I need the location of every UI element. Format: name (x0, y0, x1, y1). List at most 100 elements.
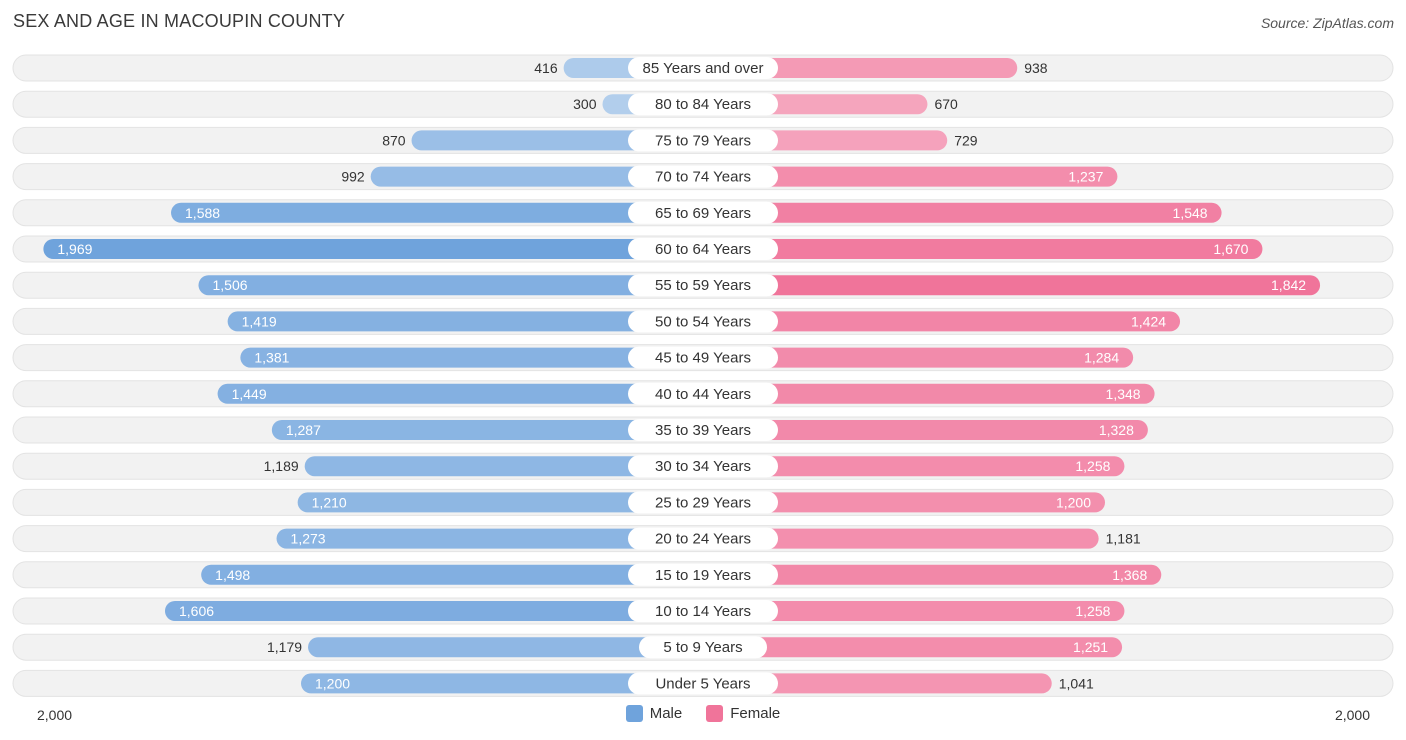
female-value-label: 729 (954, 132, 978, 148)
category-pill (628, 382, 778, 405)
category-label: 55 to 59 Years (655, 277, 751, 294)
female-value-label: 1,284 (1084, 350, 1119, 366)
female-bar (703, 528, 1099, 549)
female-value-label: 1,181 (1106, 531, 1141, 547)
category-label: 20 to 24 Years (655, 531, 751, 548)
female-value-label: 1,237 (1068, 169, 1103, 185)
male-value-label: 1,381 (254, 350, 289, 366)
category-pill (628, 563, 778, 586)
female-value-label: 1,258 (1075, 458, 1110, 474)
category-label: 50 to 54 Years (655, 313, 751, 330)
category-label: 75 to 79 Years (655, 132, 751, 149)
male-value-label: 1,606 (179, 603, 214, 619)
category-label: 70 to 74 Years (655, 169, 751, 186)
female-value-label: 1,424 (1131, 313, 1166, 329)
category-pill (628, 672, 778, 695)
category-label: 30 to 34 Years (655, 458, 751, 475)
category-pill (628, 346, 778, 369)
category-pill (628, 201, 778, 224)
category-pill (628, 274, 778, 297)
male-bar (276, 528, 703, 549)
female-value-label: 1,251 (1073, 639, 1108, 655)
male-value-label: 1,273 (291, 531, 326, 547)
source-label: Source: ZipAtlas.com (1260, 15, 1394, 31)
female-value-label: 670 (934, 96, 958, 112)
legend-item-female[interactable]: Female (706, 705, 780, 722)
male-bar (201, 564, 704, 585)
female-bar (703, 383, 1155, 404)
male-bar (198, 275, 704, 296)
female-bar (703, 275, 1321, 296)
female-bar (703, 202, 1222, 223)
female-bar (703, 601, 1125, 621)
male-value-label: 1,287 (286, 422, 321, 438)
female-bar (703, 347, 1134, 368)
male-value-label: 1,588 (185, 205, 220, 221)
category-label: 5 to 9 Years (663, 639, 742, 656)
category-pill (628, 419, 778, 441)
category-label: 80 to 84 Years (655, 96, 751, 113)
female-bar (703, 420, 1148, 440)
male-bar (301, 673, 703, 694)
category-pill (628, 527, 778, 550)
male-value-label: 300 (573, 96, 597, 112)
category-pill (628, 600, 778, 622)
male-value-label: 416 (534, 60, 558, 76)
category-label: 15 to 19 Years (655, 567, 751, 584)
male-bar (308, 637, 703, 658)
category-pill (628, 93, 778, 116)
female-bar (703, 673, 1052, 694)
female-bar (703, 564, 1162, 585)
category-label: 10 to 14 Years (655, 603, 751, 620)
legend-label-male: Male (649, 705, 683, 722)
male-bar (227, 311, 703, 332)
category-pill (628, 57, 778, 79)
male-value-label: 1,419 (242, 313, 277, 329)
female-value-label: 1,348 (1106, 386, 1141, 402)
legend-item-male[interactable]: Male (625, 705, 683, 722)
male-bar (297, 492, 703, 513)
male-value-label: 1,498 (215, 567, 250, 583)
axis-right-label: 2,000 (1334, 707, 1370, 723)
category-label: 65 to 69 Years (655, 205, 751, 222)
category-label: 35 to 39 Years (655, 422, 751, 439)
female-value-label: 1,368 (1112, 567, 1147, 583)
female-bar (703, 58, 1018, 78)
female-bar (703, 637, 1123, 658)
male-value-label: 1,179 (267, 639, 302, 655)
legend-swatch-female (706, 705, 724, 722)
male-value-label: 1,210 (312, 494, 347, 510)
category-label: 85 Years and over (643, 60, 764, 77)
female-value-label: 1,670 (1213, 241, 1248, 257)
legend-label-female: Female (730, 705, 781, 722)
category-label: Under 5 Years (655, 675, 750, 692)
category-label: 45 to 49 Years (655, 350, 751, 367)
male-value-label: 1,506 (212, 277, 247, 293)
legend: Male Female (0, 705, 1406, 722)
female-value-label: 1,041 (1059, 675, 1094, 691)
category-label: 40 to 44 Years (655, 386, 751, 403)
female-bar (703, 311, 1181, 332)
female-value-label: 1,842 (1271, 277, 1306, 293)
male-bar (164, 601, 704, 621)
male-bar (43, 239, 703, 259)
female-value-label: 938 (1024, 60, 1048, 76)
male-bar (304, 456, 703, 477)
female-bar (703, 456, 1125, 477)
category-pill (628, 491, 778, 514)
female-value-label: 1,258 (1075, 603, 1110, 619)
female-bar (703, 492, 1105, 513)
male-bar (271, 420, 703, 440)
category-pill (628, 455, 778, 478)
male-value-label: 992 (341, 169, 365, 185)
male-bar (171, 202, 703, 223)
male-value-label: 1,449 (232, 386, 267, 402)
chart-title: SEX AND AGE IN MACOUPIN COUNTY (13, 11, 346, 31)
male-value-label: 1,969 (57, 241, 92, 257)
category-label: 25 to 29 Years (655, 494, 751, 511)
male-bar (240, 347, 704, 368)
male-value-label: 1,200 (315, 675, 350, 691)
category-pill (639, 636, 767, 659)
category-pill (628, 238, 778, 260)
